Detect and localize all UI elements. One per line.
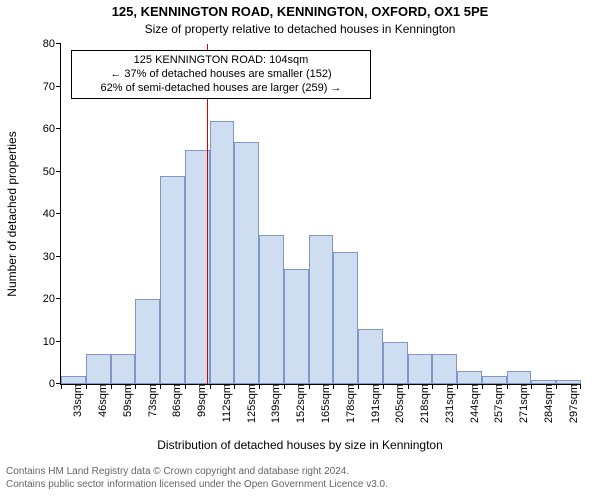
y-axis-label: Number of detached properties bbox=[5, 131, 19, 296]
x-tick-mark bbox=[408, 384, 409, 389]
y-tick-mark bbox=[56, 43, 61, 44]
chart-title-sub: Size of property relative to detached ho… bbox=[0, 22, 600, 36]
x-tick-label: 284sqm bbox=[541, 384, 555, 423]
y-tick-label: 60 bbox=[43, 123, 61, 135]
figure: 125, KENNINGTON ROAD, KENNINGTON, OXFORD… bbox=[0, 0, 600, 500]
x-tick-mark bbox=[432, 384, 433, 389]
x-tick-label: 191sqm bbox=[368, 384, 382, 423]
x-tick-label: 73sqm bbox=[145, 384, 159, 417]
histogram-bar bbox=[111, 354, 136, 384]
x-tick-mark bbox=[259, 384, 260, 389]
histogram-bar bbox=[383, 342, 408, 385]
attribution-footer: Contains HM Land Registry data © Crown c… bbox=[0, 462, 600, 495]
x-tick-mark bbox=[210, 384, 211, 389]
x-tick-label: 139sqm bbox=[268, 384, 282, 423]
y-tick-label: 80 bbox=[43, 38, 61, 50]
x-tick-mark bbox=[482, 384, 483, 389]
histogram-bar bbox=[284, 269, 309, 384]
x-tick-mark bbox=[309, 384, 310, 389]
x-tick-mark bbox=[457, 384, 458, 389]
histogram-bar bbox=[259, 235, 284, 384]
histogram-bar bbox=[210, 121, 235, 385]
x-tick-mark bbox=[61, 384, 62, 389]
histogram-bar bbox=[408, 354, 433, 384]
y-tick-mark bbox=[56, 256, 61, 257]
x-tick-label: 271sqm bbox=[516, 384, 530, 423]
y-tick-label: 30 bbox=[43, 251, 61, 263]
histogram-bar bbox=[432, 354, 457, 384]
x-tick-mark bbox=[358, 384, 359, 389]
plot-area: 01020304050607080 33sqm46sqm59sqm73sqm86… bbox=[60, 44, 581, 385]
x-tick-mark bbox=[234, 384, 235, 389]
annotation-line: ← 37% of detached houses are smaller (15… bbox=[80, 68, 362, 82]
histogram-bar bbox=[482, 376, 507, 385]
x-tick-label: 86sqm bbox=[169, 384, 183, 417]
x-tick-mark bbox=[531, 384, 532, 389]
x-tick-label: 244sqm bbox=[467, 384, 481, 423]
histogram-bar bbox=[86, 354, 111, 384]
y-tick-mark bbox=[56, 213, 61, 214]
x-tick-label: 205sqm bbox=[392, 384, 406, 423]
x-tick-label: 178sqm bbox=[343, 384, 357, 423]
x-tick-label: 99sqm bbox=[194, 384, 208, 417]
x-tick-mark bbox=[86, 384, 87, 389]
x-tick-mark bbox=[135, 384, 136, 389]
x-tick-label: 33sqm bbox=[70, 384, 84, 417]
y-tick-mark bbox=[56, 86, 61, 87]
y-tick-mark bbox=[56, 298, 61, 299]
x-tick-label: 152sqm bbox=[293, 384, 307, 423]
x-tick-label: 297sqm bbox=[566, 384, 580, 423]
y-tick-label: 50 bbox=[43, 166, 61, 178]
x-tick-label: 125sqm bbox=[244, 384, 258, 423]
y-tick-label: 40 bbox=[43, 208, 61, 220]
x-tick-mark bbox=[284, 384, 285, 389]
x-tick-label: 231sqm bbox=[442, 384, 456, 423]
annotation-line: 125 KENNINGTON ROAD: 104sqm bbox=[80, 54, 362, 68]
y-tick-label: 20 bbox=[43, 293, 61, 305]
x-tick-mark bbox=[111, 384, 112, 389]
chart-title-main: 125, KENNINGTON ROAD, KENNINGTON, OXFORD… bbox=[0, 4, 600, 19]
histogram-bar bbox=[507, 371, 532, 384]
histogram-bar bbox=[457, 371, 482, 384]
histogram-bar bbox=[135, 299, 160, 384]
x-tick-mark bbox=[383, 384, 384, 389]
y-tick-mark bbox=[56, 341, 61, 342]
histogram-bar bbox=[160, 176, 185, 384]
annotation-box: 125 KENNINGTON ROAD: 104sqm← 37% of deta… bbox=[71, 50, 371, 99]
x-tick-label: 165sqm bbox=[318, 384, 332, 423]
y-tick-label: 10 bbox=[43, 336, 61, 348]
x-tick-mark bbox=[160, 384, 161, 389]
y-tick-label: 0 bbox=[49, 378, 61, 390]
x-tick-mark bbox=[556, 384, 557, 389]
x-tick-mark bbox=[185, 384, 186, 389]
x-tick-mark bbox=[580, 384, 581, 389]
attribution-line: Contains public sector information licen… bbox=[6, 479, 594, 492]
histogram-bar bbox=[234, 142, 259, 384]
y-tick-label: 70 bbox=[43, 81, 61, 93]
x-tick-mark bbox=[333, 384, 334, 389]
histogram-bar bbox=[333, 252, 358, 384]
x-tick-label: 257sqm bbox=[491, 384, 505, 423]
x-axis-label: Distribution of detached houses by size … bbox=[0, 438, 600, 452]
y-tick-mark bbox=[56, 171, 61, 172]
annotation-line: 62% of semi-detached houses are larger (… bbox=[80, 82, 362, 96]
histogram-bar bbox=[61, 376, 86, 385]
attribution-line: Contains HM Land Registry data © Crown c… bbox=[6, 466, 594, 479]
x-tick-label: 112sqm bbox=[219, 384, 233, 422]
x-tick-mark bbox=[507, 384, 508, 389]
histogram-bar bbox=[358, 329, 383, 384]
histogram-bar bbox=[309, 235, 334, 384]
y-tick-mark bbox=[56, 128, 61, 129]
x-tick-label: 218sqm bbox=[417, 384, 431, 423]
x-tick-label: 46sqm bbox=[95, 384, 109, 417]
x-tick-label: 59sqm bbox=[120, 384, 134, 417]
